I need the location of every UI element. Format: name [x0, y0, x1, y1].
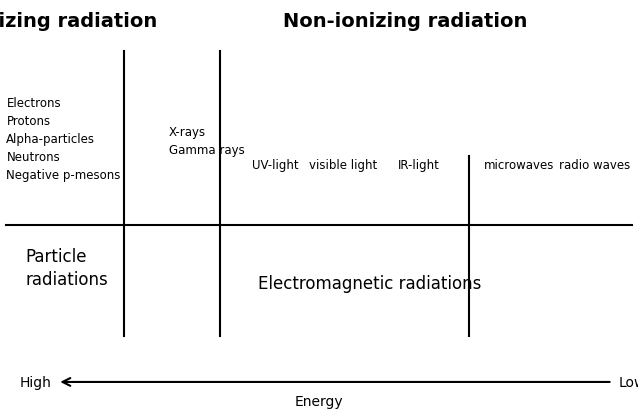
Text: Electrons
Protons
Alpha-particles
Neutrons
Negative p-mesons: Electrons Protons Alpha-particles Neutro… [6, 97, 121, 182]
Text: Electromagnetic radiations: Electromagnetic radiations [258, 274, 482, 292]
Text: Ionizing radiation: Ionizing radiation [0, 12, 157, 31]
Text: Non-ionizing radiation: Non-ionizing radiation [283, 12, 528, 31]
Text: Low: Low [619, 375, 638, 389]
Text: Particle
radiations: Particle radiations [26, 248, 108, 288]
Text: UV-light: UV-light [252, 159, 299, 172]
Text: visible light: visible light [309, 159, 378, 172]
Text: radio waves: radio waves [559, 159, 630, 172]
Text: IR-light: IR-light [397, 159, 440, 172]
Text: X-rays
Gamma rays: X-rays Gamma rays [169, 126, 245, 157]
Text: Energy: Energy [295, 394, 343, 408]
Text: microwaves: microwaves [484, 159, 554, 172]
Text: High: High [19, 375, 51, 389]
